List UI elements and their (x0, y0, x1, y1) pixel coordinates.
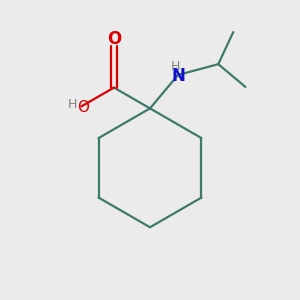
Text: H: H (171, 60, 180, 73)
Text: H: H (68, 98, 77, 111)
Text: O: O (77, 100, 89, 115)
Text: O: O (107, 30, 121, 48)
Text: N: N (171, 68, 185, 85)
